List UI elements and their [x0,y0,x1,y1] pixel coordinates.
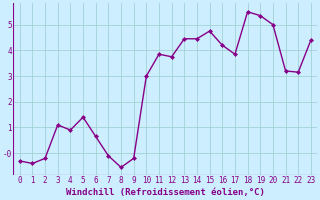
X-axis label: Windchill (Refroidissement éolien,°C): Windchill (Refroidissement éolien,°C) [66,188,265,197]
